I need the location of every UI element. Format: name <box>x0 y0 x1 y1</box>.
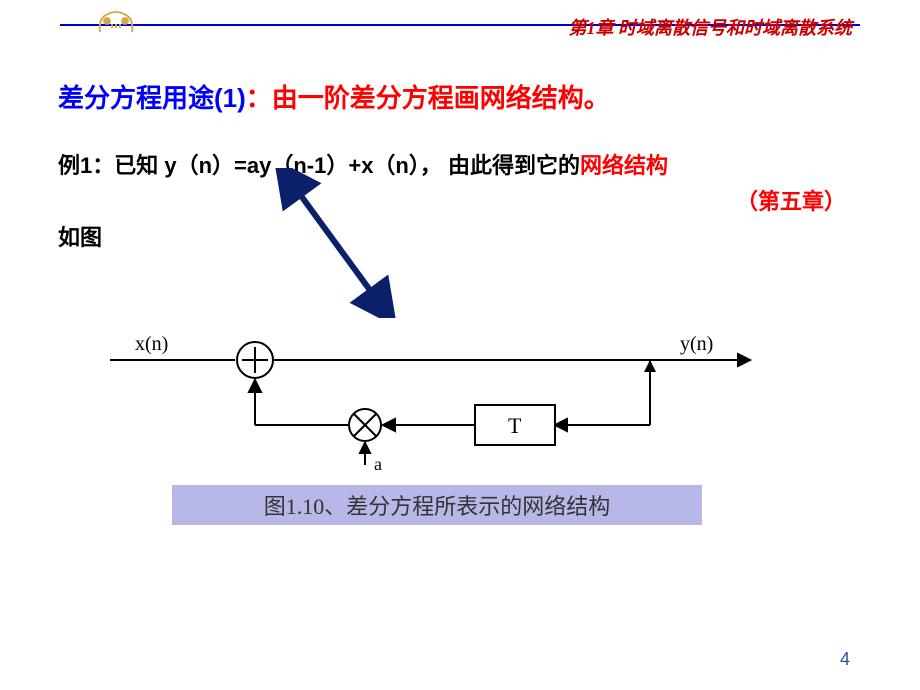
figure-caption-box: 图1.10、差分方程所表示的网络结构 <box>172 485 702 525</box>
example-text-line3: 如图 <box>58 220 102 252</box>
section-heading: 差分方程用途(1)：由一阶差分方程画网络结构。 <box>58 78 610 115</box>
diagram-gain-label: a <box>374 454 382 474</box>
section-suffix: 由一阶差分方程画网络结构。 <box>272 83 610 113</box>
figure-caption-text: 图1.10、差分方程所表示的网络结构 <box>264 489 611 521</box>
chapter-title: 第1章 时域离散信号和时域离散系统 <box>569 14 853 40</box>
page-number: 4 <box>840 649 850 670</box>
diagram-x-label: x(n) <box>135 333 168 355</box>
double-arrow-icon <box>268 168 408 318</box>
header-ornament-icon <box>94 8 138 32</box>
diagram-y-label: y(n) <box>680 333 713 355</box>
example-text-line2: （第五章） <box>736 184 846 216</box>
block-diagram: x(n) y(n) T a <box>90 320 790 480</box>
section-colon: ： <box>246 83 272 113</box>
example-red1: 网络结构 <box>580 153 668 178</box>
section-prefix: 差分方程用途(1) <box>58 83 246 113</box>
diagram-delay-label: T <box>508 413 522 438</box>
